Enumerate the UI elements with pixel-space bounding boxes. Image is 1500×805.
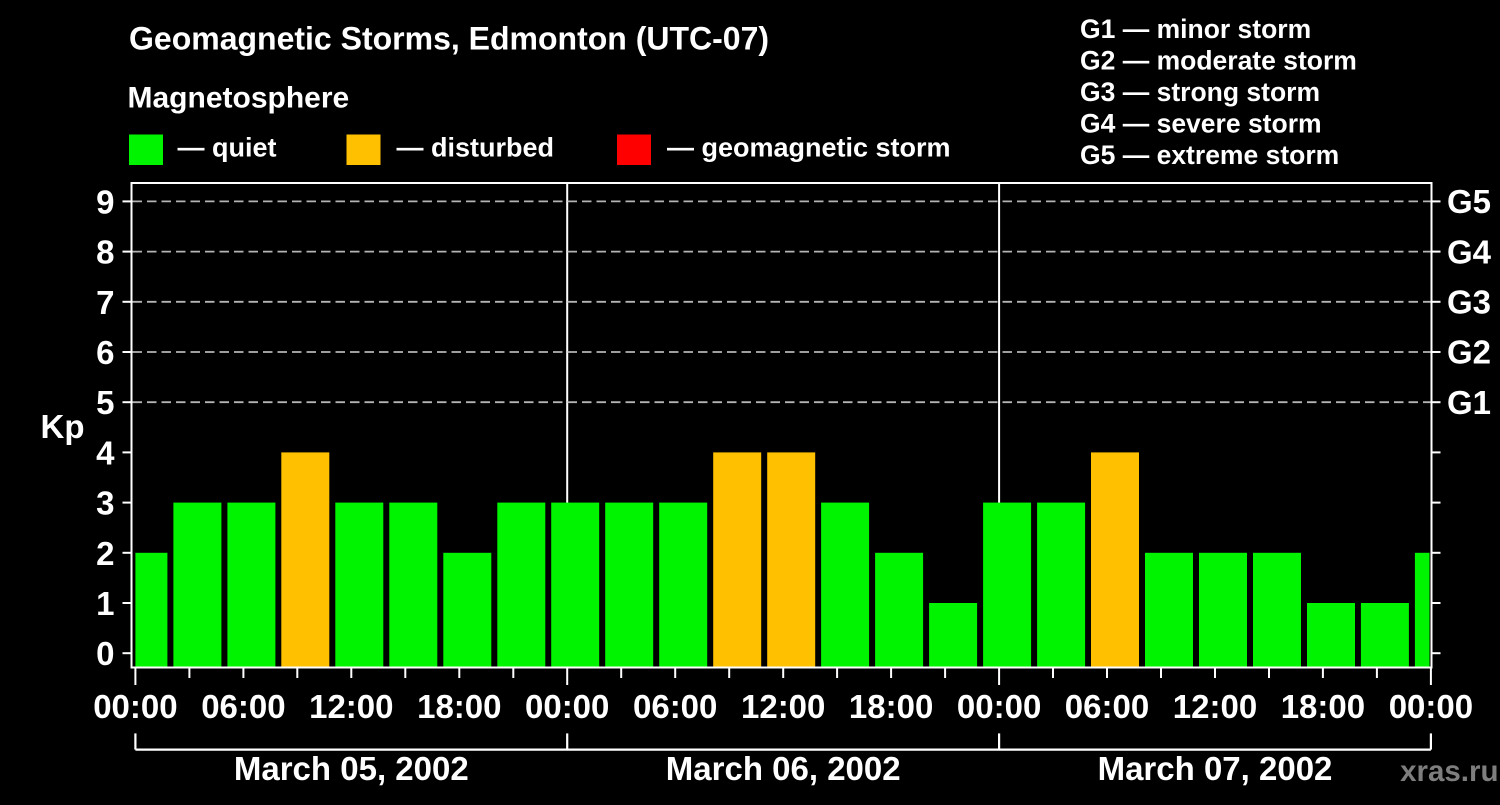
svg-text:G1: G1	[1447, 384, 1491, 421]
svg-text:Geomagnetic Storms, Edmonton (: Geomagnetic Storms, Edmonton (UTC-07)	[129, 21, 769, 57]
svg-text:March 07, 2002: March 07, 2002	[1098, 750, 1333, 787]
svg-text:06:00: 06:00	[201, 688, 285, 725]
svg-text:6: 6	[96, 334, 114, 371]
svg-text:— quiet: — quiet	[178, 133, 277, 163]
svg-text:G4: G4	[1447, 233, 1492, 270]
svg-text:G4 — severe storm: G4 — severe storm	[1080, 108, 1322, 138]
svg-text:18:00: 18:00	[849, 688, 933, 725]
svg-text:G5 — extreme storm: G5 — extreme storm	[1080, 140, 1339, 170]
svg-text:9: 9	[96, 183, 114, 220]
svg-text:12:00: 12:00	[741, 688, 825, 725]
svg-text:00:00: 00:00	[1389, 688, 1473, 725]
svg-text:06:00: 06:00	[633, 688, 717, 725]
svg-text:1: 1	[96, 585, 114, 622]
svg-text:3: 3	[96, 485, 114, 522]
svg-text:March 06, 2002: March 06, 2002	[666, 750, 901, 787]
svg-text:— disturbed: — disturbed	[397, 133, 555, 163]
svg-text:xras.ru: xras.ru	[1400, 755, 1498, 788]
svg-text:G5: G5	[1447, 183, 1491, 220]
svg-text:00:00: 00:00	[957, 688, 1041, 725]
svg-text:Kp: Kp	[41, 408, 85, 445]
svg-text:18:00: 18:00	[1281, 688, 1365, 725]
svg-text:Magnetosphere: Magnetosphere	[128, 82, 350, 115]
svg-text:18:00: 18:00	[417, 688, 501, 725]
svg-text:March 05, 2002: March 05, 2002	[234, 750, 469, 787]
svg-text:G2 — moderate storm: G2 — moderate storm	[1080, 45, 1357, 75]
svg-text:06:00: 06:00	[1065, 688, 1149, 725]
svg-text:4: 4	[96, 434, 115, 471]
svg-text:8: 8	[96, 234, 114, 271]
svg-text:00:00: 00:00	[93, 688, 177, 725]
svg-text:0: 0	[96, 635, 114, 672]
svg-text:G1 — minor storm: G1 — minor storm	[1080, 14, 1311, 44]
svg-text:12:00: 12:00	[309, 688, 393, 725]
svg-text:00:00: 00:00	[525, 688, 609, 725]
svg-text:G3: G3	[1447, 284, 1491, 321]
svg-text:— geomagnetic storm: — geomagnetic storm	[667, 133, 951, 163]
svg-text:G2: G2	[1447, 334, 1491, 371]
svg-text:5: 5	[96, 384, 114, 421]
svg-text:G3 — strong storm: G3 — strong storm	[1080, 77, 1320, 107]
svg-text:7: 7	[96, 284, 114, 321]
svg-text:2: 2	[96, 535, 114, 572]
svg-text:12:00: 12:00	[1173, 688, 1257, 725]
